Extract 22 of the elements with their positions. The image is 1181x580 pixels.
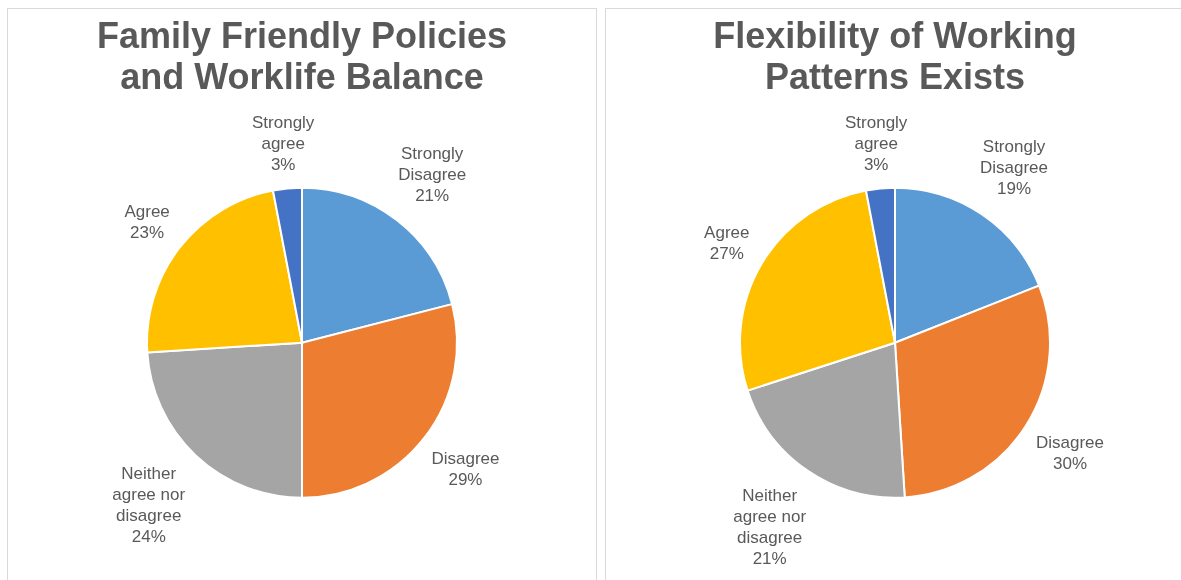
data-label: 27%	[709, 243, 744, 263]
data-label: 3%	[863, 154, 889, 174]
data-label: 21%	[415, 185, 450, 205]
slice-label: Strongly Disagree	[398, 143, 467, 184]
slice-label: Disagree	[1035, 433, 1105, 453]
chart-title: Flexibility of Working Patterns Exists	[713, 15, 1077, 97]
data-label: 3%	[270, 154, 296, 174]
data-label: 21%	[752, 548, 787, 568]
slice-label: Disagree	[431, 449, 500, 468]
data-label: 23%	[130, 223, 165, 243]
slice-label: Strongly agree	[252, 112, 315, 153]
slice-label: Strongly Disagree	[979, 136, 1049, 177]
slice-label: Neither agree nor disagree	[733, 485, 807, 547]
slice-label: Neither agree nor disagree	[112, 464, 186, 526]
data-label: 24%	[131, 527, 166, 547]
chart-title: Family Friendly Policies and Worklife Balance	[96, 15, 508, 97]
data-label: 29%	[448, 470, 483, 489]
slice-label: Agree	[704, 222, 750, 242]
slice-label: Strongly agree	[845, 112, 908, 153]
slice-label: Agree	[124, 202, 170, 222]
data-label: 19%	[996, 178, 1031, 198]
data-label: 30%	[1052, 454, 1088, 474]
